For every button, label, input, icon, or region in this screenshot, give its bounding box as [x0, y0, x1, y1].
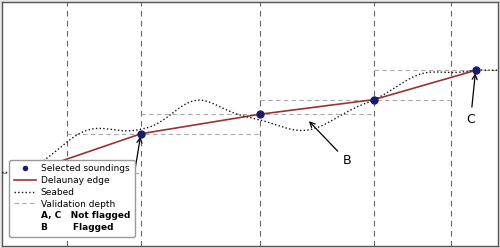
Text: B: B	[310, 122, 351, 167]
Text: C: C	[466, 74, 477, 126]
Text: A: A	[124, 138, 142, 216]
Legend: Selected soundings, Delaunay edge, Seabed, Validation depth, A, C   Not flagged,: Selected soundings, Delaunay edge, Seabe…	[9, 160, 134, 237]
